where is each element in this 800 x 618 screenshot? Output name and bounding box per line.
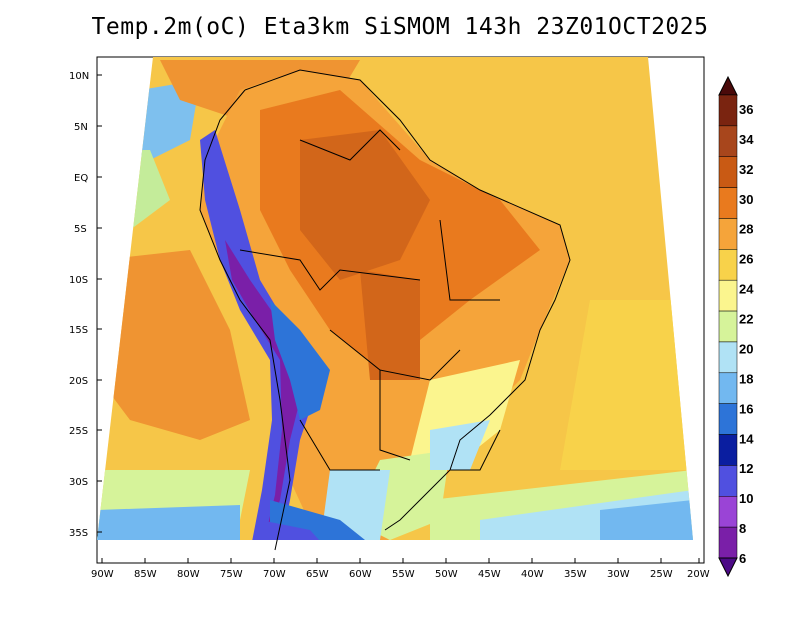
colorbar-label: 18 — [739, 371, 753, 386]
colorbar-label: 36 — [739, 102, 753, 117]
lon-label: 20W — [687, 569, 710, 580]
colorbar-swatch — [718, 187, 738, 219]
colorbar-bottom-arrow — [718, 557, 738, 578]
colorbar-swatch — [718, 496, 738, 528]
lon-label: 25W — [650, 569, 673, 580]
colorbar-labels: 36 34 32 30 28 26 24 22 20 18 16 14 12 10 8 6 — [739, 102, 754, 566]
lon-label: 50W — [435, 569, 458, 580]
lat-label: 10S — [69, 275, 88, 286]
colorbar-swatch — [718, 279, 738, 312]
colorbar-top-arrow — [718, 75, 738, 96]
country-borders — [199, 69, 571, 551]
colorbar-label: 6 — [739, 551, 746, 566]
colorbar-swatch — [718, 372, 738, 404]
lon-label: 80W — [177, 569, 200, 580]
lat-label: 15S — [69, 325, 88, 336]
colorbar-label: 32 — [739, 162, 753, 177]
colorbar-label: 14 — [739, 431, 754, 446]
lat-label: 35S — [69, 528, 88, 539]
longitude-labels: 90W 85W 80W 75W 70W 65W 60W 55W 50W 45W … — [91, 569, 710, 580]
map-title: Temp.2m(oC) Eta3km SiSMOM 143h 23Z01OCT2… — [91, 14, 709, 40]
colorbar-swatch — [718, 403, 738, 435]
latitude-labels: 10N 5N EQ 5S 10S 15S 20S 25S 30S 35S — [69, 71, 89, 539]
colorbar-swatch — [718, 310, 738, 343]
lat-label: 10N — [69, 71, 89, 82]
colorbar-swatch — [718, 156, 738, 188]
lon-label: 85W — [134, 569, 157, 580]
colorbar-label: 34 — [739, 132, 754, 147]
colorbar-swatch — [718, 125, 738, 157]
lat-label: 25S — [69, 426, 88, 437]
lon-label: 70W — [263, 569, 286, 580]
colorbar-label: 10 — [739, 491, 753, 506]
colorbar-label: 26 — [739, 252, 753, 267]
colorbar-swatch — [718, 249, 738, 281]
longitude-ticks — [101, 558, 700, 563]
lon-label: 45W — [478, 569, 501, 580]
colorbar-swatch — [718, 434, 738, 466]
colorbar-label: 12 — [739, 461, 753, 476]
colorbar-swatch — [718, 465, 738, 497]
colorbar-label: 24 — [739, 282, 754, 297]
colorbar-label: 20 — [739, 341, 753, 356]
colorbar-label: 28 — [739, 222, 753, 237]
colorbar-swatch — [718, 526, 738, 559]
colorbar-swatch — [718, 94, 738, 127]
lon-label: 65W — [306, 569, 329, 580]
temperature-field — [97, 57, 693, 540]
lat-label: EQ — [74, 173, 88, 184]
colorbar-label: 30 — [739, 192, 753, 207]
colorbar-label: 8 — [739, 521, 746, 536]
latitude-ticks — [97, 74, 102, 533]
lat-label: 5N — [74, 122, 88, 133]
lon-label: 75W — [220, 569, 243, 580]
colorbar-label: 16 — [739, 401, 753, 416]
lon-label: 35W — [564, 569, 587, 580]
lon-label: 55W — [392, 569, 415, 580]
lat-label: 30S — [69, 477, 88, 488]
lon-label: 40W — [521, 569, 544, 580]
colorbar-swatch — [718, 341, 738, 374]
colorbar-swatch — [718, 218, 738, 250]
lat-label: 20S — [69, 376, 88, 387]
lon-label: 60W — [349, 569, 372, 580]
lon-label: 90W — [91, 569, 114, 580]
colorbar-label: 22 — [739, 312, 753, 327]
lat-label: 5S — [74, 224, 87, 235]
colorbar — [718, 75, 738, 578]
lon-label: 30W — [607, 569, 630, 580]
